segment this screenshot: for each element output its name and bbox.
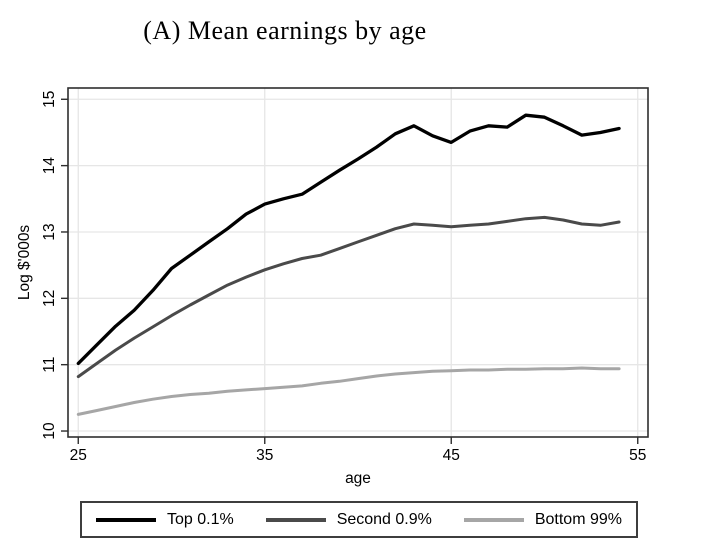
series-line-bottom-99- [76,366,621,416]
legend-entry: Top 0.1% [96,511,234,529]
y-tick-label: 12 [41,290,58,307]
x-tick-label: 45 [443,447,460,464]
legend-box: Top 0.1% Second 0.9% Bottom 99% [80,501,638,538]
x-tick-label: 55 [629,447,646,464]
series-line-top-0-1- [76,113,621,366]
x-axis-title: age [345,470,371,487]
y-tick-label: 13 [41,223,58,240]
legend-entry-label: Second 0.9% [336,510,432,528]
x-tick-label: 25 [70,447,87,464]
legend-entry: Second 0.9% [265,510,432,529]
y-tick-label: 15 [41,91,58,108]
y-axis-title: Log $'000s [16,225,33,301]
y-tick-label: 10 [41,422,58,440]
y-tick-label: 11 [41,357,58,373]
legend-line-sample [96,517,156,522]
plot-frame [67,87,649,438]
legend-entry: Bottom 99% [463,510,622,529]
legend-line-sample [265,517,326,522]
chart-title: (A) Mean earnings by age [143,16,427,45]
legend-entry-label: Top 0.1% [167,510,234,528]
series-line-second-0-9- [76,215,621,379]
x-tick-label: 35 [256,447,273,464]
legend-entry-label: Bottom 99% [534,510,622,528]
y-tick-label: 14 [41,157,58,175]
legend-line-sample [463,517,524,522]
